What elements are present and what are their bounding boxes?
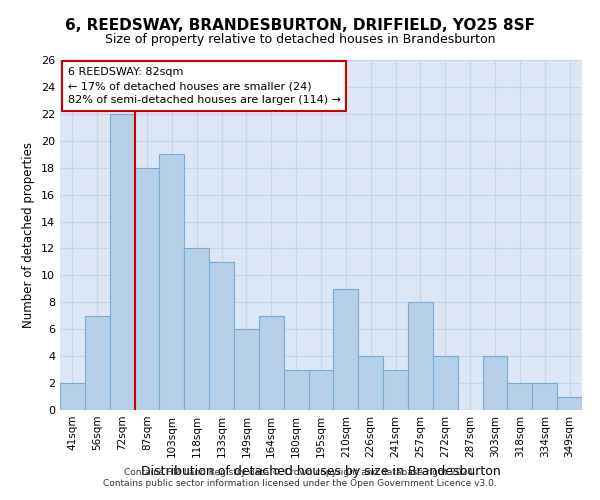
Bar <box>209 262 234 410</box>
Bar <box>532 383 557 410</box>
Y-axis label: Number of detached properties: Number of detached properties <box>22 142 35 328</box>
Bar <box>334 289 358 410</box>
Bar <box>358 356 383 410</box>
Bar <box>557 396 582 410</box>
Bar <box>184 248 209 410</box>
Bar <box>508 383 532 410</box>
Text: 6, REEDSWAY, BRANDESBURTON, DRIFFIELD, YO25 8SF: 6, REEDSWAY, BRANDESBURTON, DRIFFIELD, Y… <box>65 18 535 32</box>
Bar <box>433 356 458 410</box>
Bar <box>85 316 110 410</box>
Bar <box>383 370 408 410</box>
Bar <box>284 370 308 410</box>
Bar <box>60 383 85 410</box>
Text: Size of property relative to detached houses in Brandesburton: Size of property relative to detached ho… <box>105 32 495 46</box>
Bar <box>134 168 160 410</box>
Bar <box>234 329 259 410</box>
Bar <box>308 370 334 410</box>
Bar <box>160 154 184 410</box>
Text: Contains HM Land Registry data © Crown copyright and database right 2024.
Contai: Contains HM Land Registry data © Crown c… <box>103 468 497 487</box>
X-axis label: Distribution of detached houses by size in Brandesburton: Distribution of detached houses by size … <box>141 466 501 478</box>
Bar <box>259 316 284 410</box>
Text: 6 REEDSWAY: 82sqm
← 17% of detached houses are smaller (24)
82% of semi-detached: 6 REEDSWAY: 82sqm ← 17% of detached hous… <box>68 67 341 105</box>
Bar <box>482 356 508 410</box>
Bar <box>408 302 433 410</box>
Bar <box>110 114 134 410</box>
